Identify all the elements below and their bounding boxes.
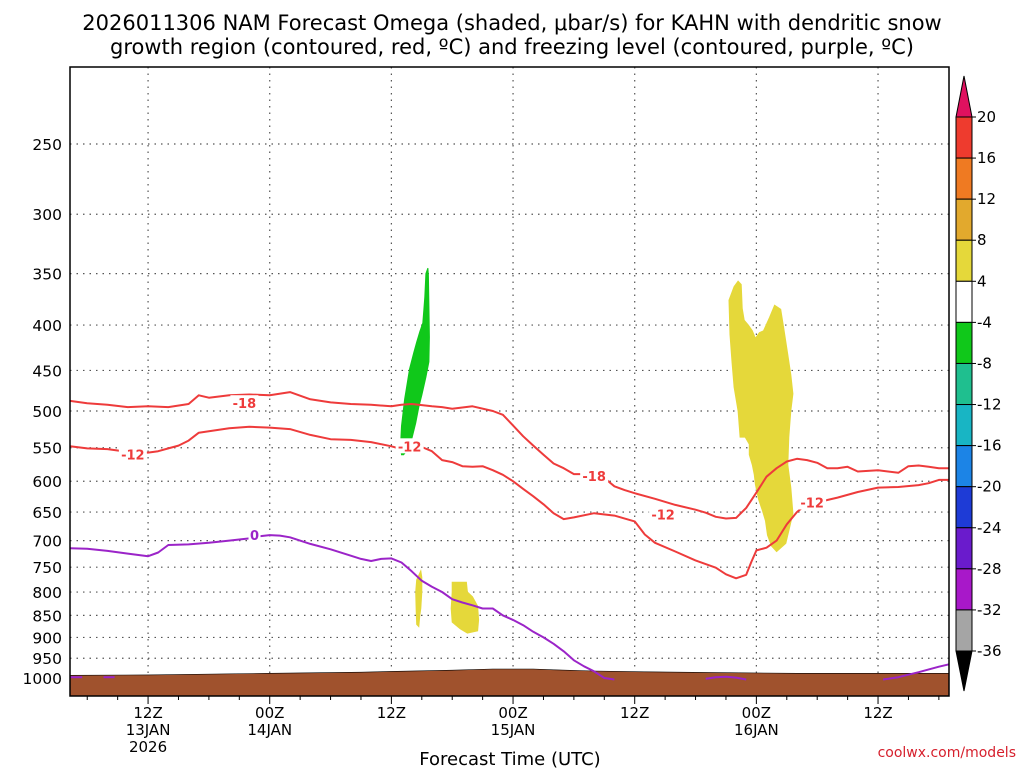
contour-label: 0 (250, 529, 259, 544)
colorbar-label: -4 (977, 313, 992, 331)
contour-label: -18 (233, 397, 257, 412)
plot-frame (69, 66, 950, 697)
contour-0b (705, 675, 747, 681)
contour-label: -12 (398, 440, 422, 455)
x-axis-label: Forecast Time (UTC) (419, 749, 600, 768)
colorbar-label: -32 (977, 601, 1002, 619)
colorbar-swatch (955, 239, 973, 282)
x-tick-label: 12Z (863, 704, 892, 722)
chart-title-line-2: growth region (contoured, red, ºC) and f… (110, 35, 914, 59)
y-tick-label: 600 (32, 473, 62, 491)
colorbar-label: 4 (977, 272, 987, 290)
omega-area (415, 569, 423, 628)
colorbar-swatch (955, 486, 973, 529)
omega-area (450, 581, 480, 634)
colorbar-label: -36 (977, 642, 1002, 660)
contour-label-bg (248, 527, 261, 543)
y-tick-label: 550 (32, 440, 62, 458)
contour-label-bg (395, 438, 424, 454)
colorbar-label: 8 (977, 231, 987, 249)
colorbar-label: -28 (977, 560, 1002, 578)
y-tick-label: 350 (32, 266, 62, 284)
y-tick-label: 450 (32, 362, 62, 380)
x-tick-label: 00Z (498, 704, 527, 722)
x-tick-label: 12Z (377, 704, 406, 722)
y-tick-label: 800 (32, 584, 62, 602)
colorbar-label: -16 (977, 437, 1002, 455)
y-tick-label: 300 (32, 206, 62, 224)
y-tick-label: 250 (32, 136, 62, 154)
colorbar-label: 12 (977, 190, 996, 208)
chart-title-line-1: 2026011306 NAM Forecast Omega (shaded, μ… (82, 11, 941, 35)
omega-area (728, 280, 794, 553)
colorbar-swatch (955, 280, 973, 323)
colorbar-label: 20 (977, 108, 996, 126)
colorbar-swatch (955, 116, 973, 159)
contour-label-bg (798, 494, 827, 510)
x-tick-label: 16JAN (734, 721, 779, 739)
y-tick-label: 400 (32, 317, 62, 335)
colorbar-swatch (955, 609, 973, 652)
colorbar-label: 16 (977, 149, 996, 167)
contour--12 (69, 425, 949, 580)
y-tick-label: 650 (32, 504, 62, 522)
x-tick-label: 15JAN (491, 721, 536, 739)
y-tick-label: 500 (32, 403, 62, 421)
terrain-ground (69, 668, 950, 697)
contour-label-bg (580, 468, 609, 484)
site-credit: coolwx.com/models (878, 745, 1016, 761)
colorbar-swatch (955, 404, 973, 447)
x-tick-label: 00Z (255, 704, 284, 722)
colorbar-swatch (955, 362, 973, 406)
colorbar-swatch (955, 321, 973, 364)
y-tick-label: 750 (32, 559, 62, 577)
x-tick-label: 13JAN (126, 721, 171, 739)
colorbar-label: -20 (977, 478, 1002, 496)
colorbar-arrow-bottom (955, 650, 973, 692)
y-tick-label: 950 (32, 650, 62, 668)
colorbar-swatch (955, 568, 973, 611)
x-tick-label: 00Z (742, 704, 771, 722)
x-tick-label: 2026 (129, 738, 167, 756)
y-tick-label: 700 (32, 533, 62, 551)
contour-label: -12 (121, 449, 145, 464)
y-tick-label: 1000 (23, 670, 62, 688)
contour-0 (69, 534, 615, 681)
colorbar-swatch (955, 198, 973, 241)
y-tick-label: 900 (32, 629, 62, 647)
colorbar: 20 16 12 8 4 -4 -8 -12 -16 -20 -24 -28 -32 -36 (955, 75, 1002, 692)
contour-label: -12 (651, 508, 675, 523)
contour-label: -18 (582, 470, 606, 485)
colorbar-label: -24 (977, 519, 1002, 537)
contour-label-bg (118, 446, 147, 462)
contour-label: -12 (800, 496, 824, 511)
colorbar-label: -12 (977, 396, 1002, 414)
colorbar-swatch (955, 157, 973, 200)
colorbar-label: -8 (977, 354, 992, 372)
colorbar-swatch (955, 445, 973, 488)
x-tick-label: 14JAN (247, 721, 292, 739)
colorbar-swatch (955, 527, 973, 570)
contour-label-bg (230, 395, 259, 411)
y-tick-label: 850 (32, 607, 62, 625)
x-tick-label: 12Z (133, 704, 162, 722)
contour-0c (882, 663, 950, 681)
x-tick-label: 12Z (620, 704, 649, 722)
contour-label-bg (649, 506, 678, 522)
contour--18 (69, 391, 949, 520)
